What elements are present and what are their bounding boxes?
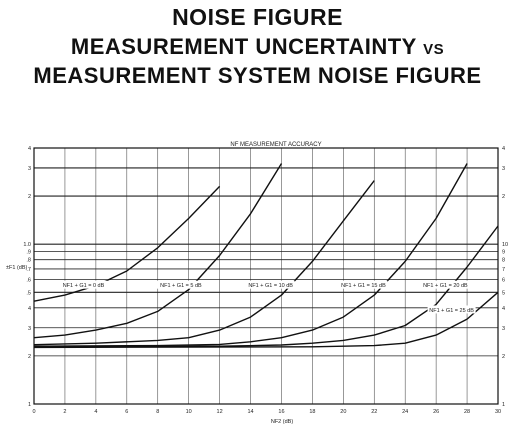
series-label: NF1 + G1 = 0 dB [63, 283, 105, 289]
x-tick-label: 8 [156, 409, 159, 415]
y-tick-label-right: 4 [502, 306, 505, 312]
x-tick-label: 24 [402, 409, 408, 415]
y-tick-label: 2 [28, 194, 31, 200]
x-tick-label: 16 [278, 409, 284, 415]
x-tick-label: 20 [340, 409, 346, 415]
y-tick-label: .5 [26, 290, 31, 296]
y-tick-label: .6 [26, 278, 31, 284]
x-tick-label: 4 [94, 409, 97, 415]
y-tick-label-right: 1 [502, 402, 505, 408]
series-line [33, 163, 468, 347]
x-tick-label: 14 [247, 409, 253, 415]
x-axis-label: NF2 (dB) [271, 419, 293, 425]
y-tick-label-right: 3 [502, 326, 505, 332]
series-label: NF1 + G1 = 15 dB [341, 283, 386, 289]
y-tick-label: .9 [26, 250, 31, 256]
y-tick-label: 4 [28, 146, 31, 152]
y-tick-label: .8 [26, 258, 31, 264]
series-line [33, 291, 499, 349]
y-tick-label-right: 8 [502, 258, 505, 264]
y-tick-label-right: 2 [502, 194, 505, 200]
series-label: NF1 + G1 = 25 dB [429, 308, 474, 314]
page-title-line-2: MEASUREMENT UNCERTAINTY VS [0, 34, 515, 60]
series-line [33, 163, 283, 339]
series-label: NF1 + G1 = 10 dB [248, 283, 293, 289]
x-tick-label: 28 [464, 409, 470, 415]
series-line [33, 185, 221, 302]
x-tick-label: 22 [371, 409, 377, 415]
x-tick-label: 0 [32, 409, 35, 415]
y-tick-label: .7 [26, 267, 31, 273]
y-tick-label-right: 5 [502, 290, 505, 296]
x-tick-label: 10 [186, 409, 192, 415]
y-tick-label-right: 10 [502, 242, 508, 248]
y-tick-label-right: 2 [502, 354, 505, 360]
plot-frame [33, 147, 499, 405]
y-tick-label: 1.0 [23, 242, 31, 248]
x-tick-label: 30 [495, 409, 501, 415]
x-tick-label: 2 [63, 409, 66, 415]
y-tick-label: 3 [28, 326, 31, 332]
series-label-bg [156, 280, 205, 289]
x-tick-label: 18 [309, 409, 315, 415]
series-label-bg [59, 280, 108, 289]
y-tick-label: 2 [28, 354, 31, 360]
page-title-line-1: NOISE FIGURE [172, 4, 343, 30]
series-label: NF1 + G1 = 20 dB [423, 283, 468, 289]
series-label-bg [427, 305, 476, 314]
x-tick-label: 12 [217, 409, 223, 415]
y-axis-label: ±F1 (dB) [6, 265, 28, 271]
y-tick-label-right: 9 [502, 250, 505, 256]
y-tick-label-right: 4 [502, 146, 505, 152]
y-tick-label: 1 [28, 402, 31, 408]
series-label: NF1 + G1 = 5 dB [160, 283, 202, 289]
series-label-bg [421, 280, 470, 289]
title-line-2-main: MEASUREMENT UNCERTAINTY [70, 34, 417, 59]
chart-title: NF MEASUREMENT ACCURACY [230, 142, 321, 148]
y-tick-label-right: 3 [502, 166, 505, 172]
y-tick-label-right: 7 [502, 267, 505, 273]
series-label-bg [339, 280, 388, 289]
y-tick-label-right: 6 [502, 278, 505, 284]
page-title-line-3: MEASUREMENT SYSTEM NOISE FIGURE [33, 63, 482, 88]
x-tick-label: 26 [433, 409, 439, 415]
series-line [33, 180, 375, 346]
x-tick-label: 6 [125, 409, 128, 415]
y-tick-label: 3 [28, 166, 31, 172]
title-vs: VS [423, 41, 445, 58]
series-label-bg [246, 280, 295, 289]
y-tick-label: 4 [28, 306, 31, 312]
